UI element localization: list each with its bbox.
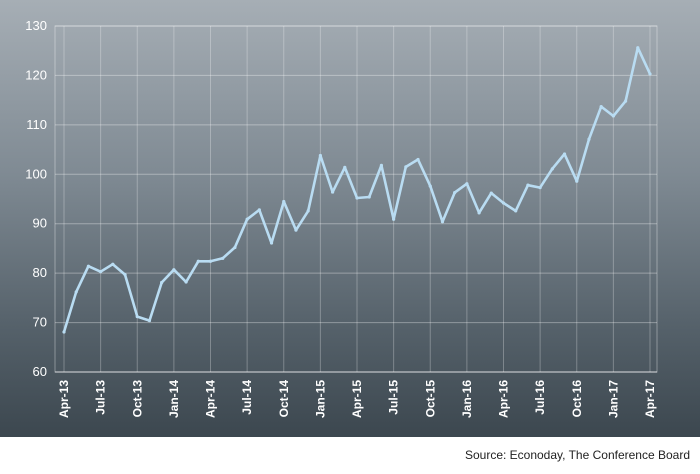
series-layer	[62, 46, 652, 334]
data-point	[392, 217, 396, 221]
x-tick-label: Oct-13	[130, 380, 144, 418]
data-point	[245, 217, 249, 221]
x-tick-label: Jan-17	[606, 380, 620, 418]
data-point	[99, 270, 103, 274]
data-point	[599, 104, 603, 109]
data-point	[501, 201, 506, 205]
data-point	[379, 163, 384, 167]
axes	[54, 25, 658, 373]
y-tick-label: 110	[26, 117, 47, 132]
x-tick-label: Jul-14	[240, 380, 254, 415]
data-point	[440, 220, 445, 224]
x-tick-label: Apr-13	[57, 380, 71, 418]
x-tick-label: Apr-15	[350, 380, 364, 418]
data-point	[160, 280, 164, 285]
y-tick-label: 130	[25, 18, 47, 33]
data-point	[550, 167, 554, 171]
data-point	[123, 273, 127, 277]
x-tick-label: Apr-16	[497, 380, 511, 418]
x-tick-label: Jul-13	[94, 380, 108, 415]
y-axis-tick-labels: 60 70 80 90 100 110 120 130	[25, 18, 47, 379]
data-point	[404, 165, 408, 169]
data-point	[526, 183, 530, 187]
data-point	[648, 72, 652, 76]
chart-panel: 60 70 80 90 100 110 120 130 Apr-13 Jul-13 Oct-13 J…	[0, 0, 700, 437]
data-point	[172, 268, 176, 272]
data-point	[514, 209, 518, 213]
data-point	[306, 209, 310, 213]
x-tick-label: Oct-14	[277, 380, 291, 418]
data-point	[257, 208, 261, 212]
y-tick-label: 90	[33, 216, 47, 231]
data-point	[343, 165, 347, 169]
data-point	[587, 137, 591, 141]
line-chart: 60 70 80 90 100 110 120 130 Apr-13 Jul-13 Oct-13 J…	[25, 18, 658, 418]
data-point	[318, 153, 322, 158]
data-point	[636, 46, 640, 50]
data-point	[196, 259, 200, 263]
data-point	[74, 290, 78, 294]
data-point	[62, 330, 66, 334]
x-tick-label: Jul-16	[533, 380, 547, 415]
data-point	[147, 318, 152, 323]
data-point	[367, 195, 371, 199]
x-tick-label: Oct-16	[570, 380, 584, 418]
x-tick-label: Jan-14	[167, 380, 181, 418]
data-point	[538, 186, 542, 190]
data-point	[221, 256, 225, 260]
source-note: Source: Econoday, The Conference Board	[464, 448, 690, 462]
data-point	[282, 199, 286, 204]
y-tick-label: 80	[33, 265, 47, 280]
data-point	[489, 191, 493, 195]
x-tick-label: Jul-15	[387, 380, 401, 415]
data-point	[269, 241, 274, 245]
y-tick-label: 70	[33, 315, 47, 330]
gridlines	[55, 25, 657, 373]
data-point	[355, 196, 359, 200]
data-point	[184, 280, 188, 284]
data-point	[465, 182, 469, 186]
data-point	[562, 152, 567, 156]
x-tick-label: Jan-15	[313, 380, 327, 418]
x-tick-label: Apr-14	[204, 380, 218, 418]
data-point	[611, 114, 615, 118]
y-tick-label: 100	[25, 166, 47, 181]
data-point	[416, 157, 420, 162]
data-point	[86, 264, 91, 268]
data-point	[477, 211, 481, 215]
data-point	[294, 228, 298, 232]
data-point	[428, 184, 432, 188]
data-point	[208, 259, 213, 263]
data-point	[111, 262, 115, 266]
x-tick-label: Apr-17	[643, 380, 657, 418]
y-tick-label: 60	[33, 364, 47, 379]
x-tick-label: Oct-15	[423, 380, 437, 418]
y-tick-label: 120	[25, 67, 47, 82]
data-point	[453, 190, 457, 195]
x-tick-label: Jan-16	[460, 380, 474, 418]
data-point	[135, 315, 139, 319]
data-point	[575, 179, 579, 183]
data-point	[233, 245, 237, 250]
data-point	[623, 99, 628, 103]
data-point	[330, 190, 335, 194]
x-axis-tick-labels: Apr-13 Jul-13 Oct-13 Jan-14 Apr-14 Jul-14 Oct-…	[57, 380, 657, 418]
